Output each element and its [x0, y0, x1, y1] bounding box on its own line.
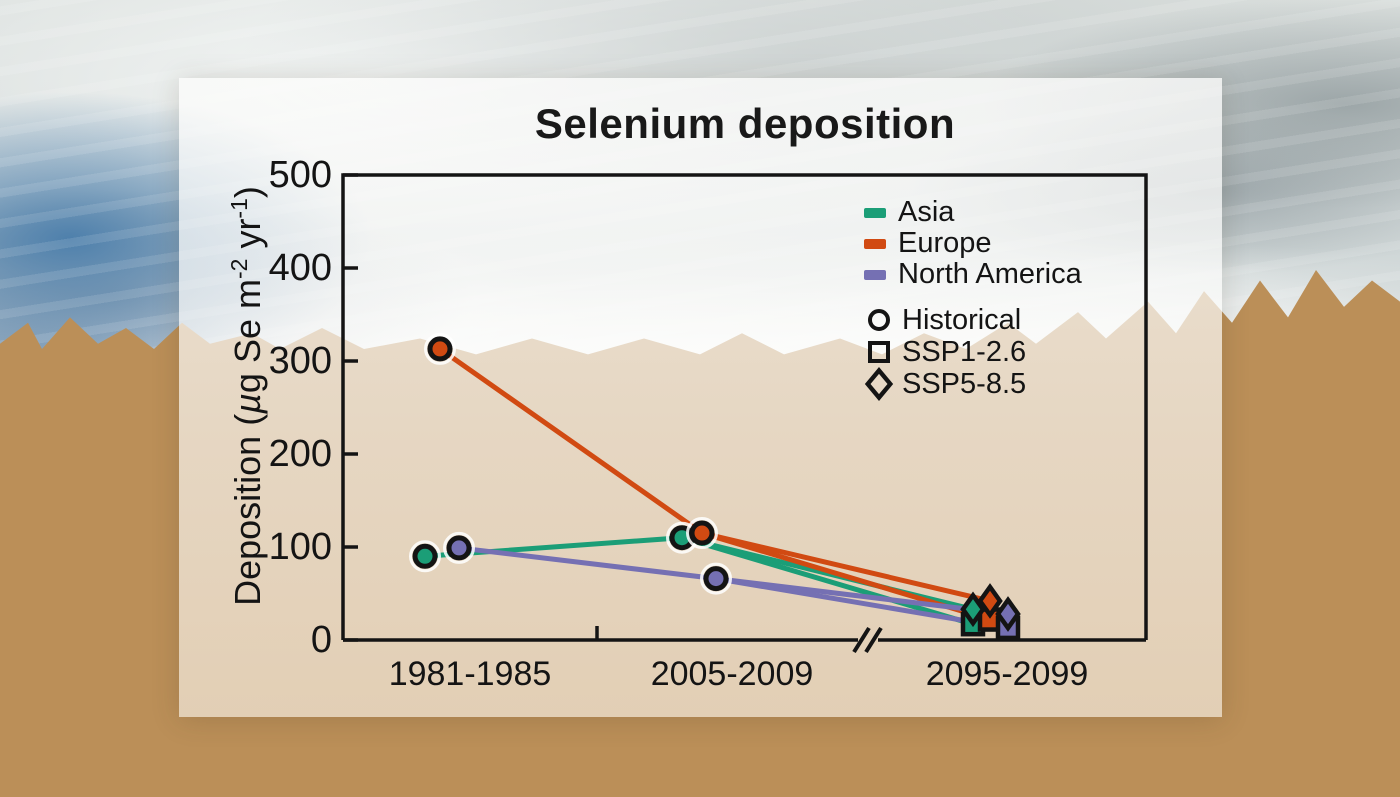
- y-tick-label: 300: [268, 340, 332, 382]
- mu-symbol: µ: [227, 393, 268, 414]
- legend-label: Europe: [898, 227, 992, 259]
- legend-item-north-america: North America: [864, 258, 1082, 290]
- north-america-color-swatch: [864, 269, 886, 280]
- chart-title: Selenium deposition: [534, 100, 956, 147]
- diamond-marker-icon: [864, 367, 894, 401]
- y-tick-label: 200: [268, 433, 332, 475]
- y-tick-label: 500: [268, 154, 332, 196]
- x-tick-label: 2005-2009: [650, 655, 814, 693]
- y-tick-label: 100: [268, 526, 332, 568]
- legend-spacer: [864, 290, 1082, 304]
- legend-item-ssp5-85: SSP5-8.5: [864, 367, 1082, 401]
- legend-label: Historical: [902, 303, 1022, 336]
- ylabel-superscript: -1: [226, 198, 252, 219]
- legend-item-historical: Historical: [864, 304, 1082, 336]
- legend-label: Asia: [898, 196, 955, 228]
- circle-marker-icon: [864, 309, 894, 331]
- y-tick-label: 0: [310, 619, 332, 661]
- x-tick-label: 1981-1985: [388, 655, 552, 693]
- legend: Asia Europe North America Historical SSP…: [864, 196, 1082, 401]
- square-marker-icon: [864, 341, 894, 363]
- y-tick-label: 400: [268, 247, 332, 289]
- legend-label: SSP1-2.6: [902, 335, 1027, 368]
- legend-label: North America: [898, 258, 1082, 290]
- legend-item-asia: Asia: [864, 196, 1082, 228]
- x-tick-label: 2095-2099: [925, 655, 1089, 693]
- asia-color-swatch: [864, 207, 886, 218]
- europe-color-swatch: [864, 238, 886, 249]
- legend-label: SSP5-8.5: [902, 367, 1027, 400]
- legend-item-ssp1-26: SSP1-2.6: [864, 336, 1082, 368]
- legend-item-europe: Europe: [864, 227, 1082, 259]
